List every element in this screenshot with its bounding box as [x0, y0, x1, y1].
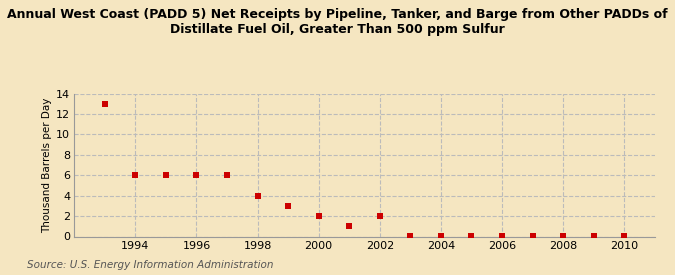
Point [466, 234, 477, 238]
Point [435, 234, 446, 238]
Point [375, 214, 385, 218]
Point [161, 173, 171, 177]
Point [99, 101, 110, 106]
Point [221, 173, 232, 177]
Point [344, 224, 354, 229]
Point [527, 234, 538, 238]
Point [405, 234, 416, 238]
Point [497, 234, 508, 238]
Point [191, 173, 202, 177]
Text: Source: U.S. Energy Information Administration: Source: U.S. Energy Information Administ… [27, 260, 273, 270]
Point [558, 234, 568, 238]
Point [283, 204, 294, 208]
Point [252, 193, 263, 198]
Point [588, 234, 599, 238]
Point [619, 234, 630, 238]
Text: Annual West Coast (PADD 5) Net Receipts by Pipeline, Tanker, and Barge from Othe: Annual West Coast (PADD 5) Net Receipts … [7, 8, 668, 36]
Y-axis label: Thousand Barrels per Day: Thousand Barrels per Day [42, 97, 52, 233]
Point [313, 214, 324, 218]
Point [130, 173, 141, 177]
